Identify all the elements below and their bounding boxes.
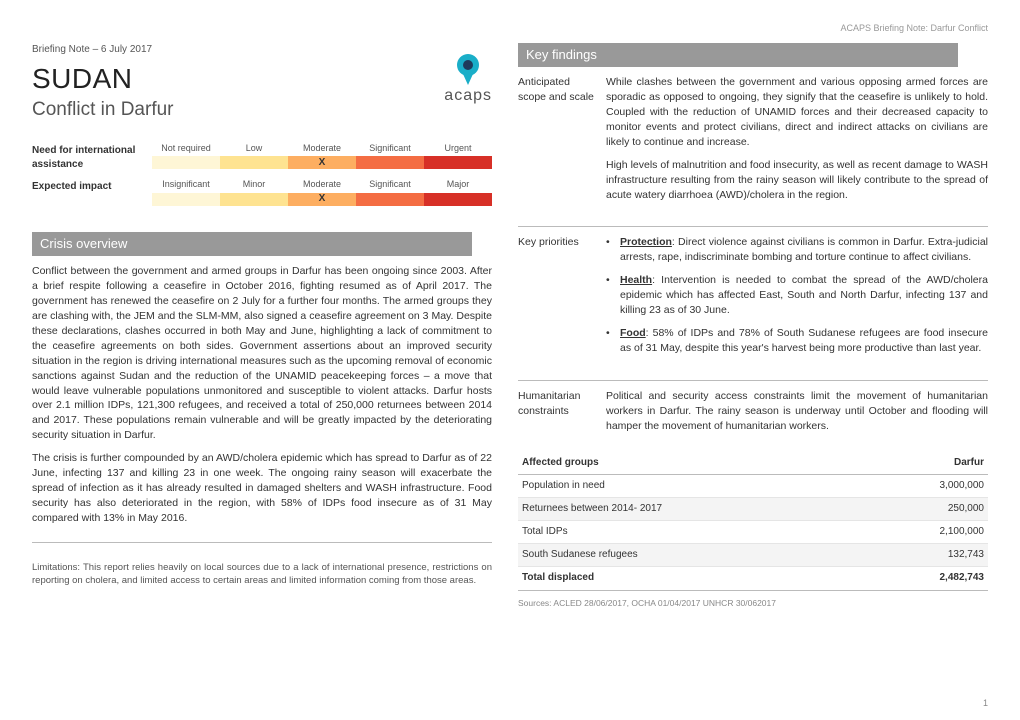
finding-row-priorities: Key priorities • Protection: Direct viol…	[518, 235, 988, 363]
rating-block: Need for international assistance Not re…	[32, 142, 492, 206]
rating-row-assistance: Need for international assistance Not re…	[32, 142, 492, 172]
overview-para: Conflict between the government and arme…	[32, 264, 492, 443]
crisis-overview-text: Conflict between the government and arme…	[32, 264, 492, 525]
scale-label: Major	[424, 178, 492, 193]
divider	[518, 226, 988, 227]
divider	[518, 380, 988, 381]
finding-label: Humanitarian constraints	[518, 389, 606, 442]
priority-text: : Direct violence against civilians is c…	[620, 236, 988, 263]
scale-label: Minor	[220, 178, 288, 193]
rating-row-impact: Expected impact Insignificant Minor Mode…	[32, 178, 492, 206]
scale-label: Moderate	[288, 142, 356, 157]
key-findings-heading: Key findings	[518, 43, 958, 67]
divider	[32, 542, 492, 543]
limitations-text: Limitations: This report relies heavily …	[32, 561, 492, 588]
acaps-logo: acaps	[444, 53, 492, 108]
logo-text: acaps	[444, 85, 492, 108]
table-row-total: Total displaced2,482,743	[518, 567, 988, 590]
scale-label: Insignificant	[152, 178, 220, 193]
priority-text: : 58% of IDPs and 78% of South Sudanese …	[620, 327, 988, 354]
priority-name: Protection	[620, 236, 672, 248]
priority-name: Food	[620, 327, 646, 339]
priority-item: • Protection: Direct violence against ci…	[606, 235, 988, 265]
table-row: Population in need3,000,000	[518, 474, 988, 497]
page-header-note: ACAPS Briefing Note: Darfur Conflict	[32, 22, 988, 35]
table-header: Affected groups	[518, 452, 865, 475]
scale-label: Not required	[152, 142, 220, 157]
sources-text: Sources: ACLED 28/06/2017, OCHA 01/04/20…	[518, 597, 988, 609]
finding-para: While clashes between the government and…	[606, 75, 988, 150]
finding-label: Anticipated scope and scale	[518, 75, 606, 210]
finding-para: High levels of malnutrition and food ins…	[606, 158, 988, 203]
scale-label: Moderate	[288, 178, 356, 193]
constraints-text: Political and security access constraint…	[606, 389, 988, 434]
table-row: Returnees between 2014- 2017250,000	[518, 497, 988, 520]
scale-label: Significant	[356, 142, 424, 157]
scale-cells: X	[152, 193, 492, 206]
table-row: South Sudanese refugees132,743	[518, 544, 988, 567]
table-header: Darfur	[865, 452, 988, 475]
finding-label: Key priorities	[518, 235, 606, 363]
page-title: SUDAN	[32, 59, 174, 99]
scale-label: Urgent	[424, 142, 492, 157]
finding-row-scope: Anticipated scope and scale While clashe…	[518, 75, 988, 210]
priority-item: • Health: Intervention is needed to comb…	[606, 273, 988, 318]
map-pin-icon	[454, 53, 482, 87]
table-row: Total IDPs2,100,000	[518, 521, 988, 544]
priority-item: • Food: 58% of IDPs and 78% of South Sud…	[606, 326, 988, 356]
briefing-date: Briefing Note – 6 July 2017	[32, 43, 492, 57]
scale-label: Significant	[356, 178, 424, 193]
affected-groups-table: Affected groups Darfur Population in nee…	[518, 452, 988, 591]
right-column: Key findings Anticipated scope and scale…	[518, 43, 988, 609]
priority-name: Health	[620, 274, 652, 286]
crisis-overview-heading: Crisis overview	[32, 232, 472, 256]
scale-cells: X	[152, 156, 492, 169]
page-number: 1	[983, 697, 988, 710]
rating-label: Expected impact	[32, 178, 152, 194]
scale-label: Low	[220, 142, 288, 157]
left-column: Briefing Note – 6 July 2017 SUDAN Confli…	[32, 43, 492, 609]
rating-label: Need for international assistance	[32, 142, 152, 172]
page-subtitle: Conflict in Darfur	[32, 97, 174, 124]
finding-row-constraints: Humanitarian constraints Political and s…	[518, 389, 988, 442]
priority-text: : Intervention is needed to combat the s…	[620, 274, 988, 316]
overview-para: The crisis is further compounded by an A…	[32, 451, 492, 526]
